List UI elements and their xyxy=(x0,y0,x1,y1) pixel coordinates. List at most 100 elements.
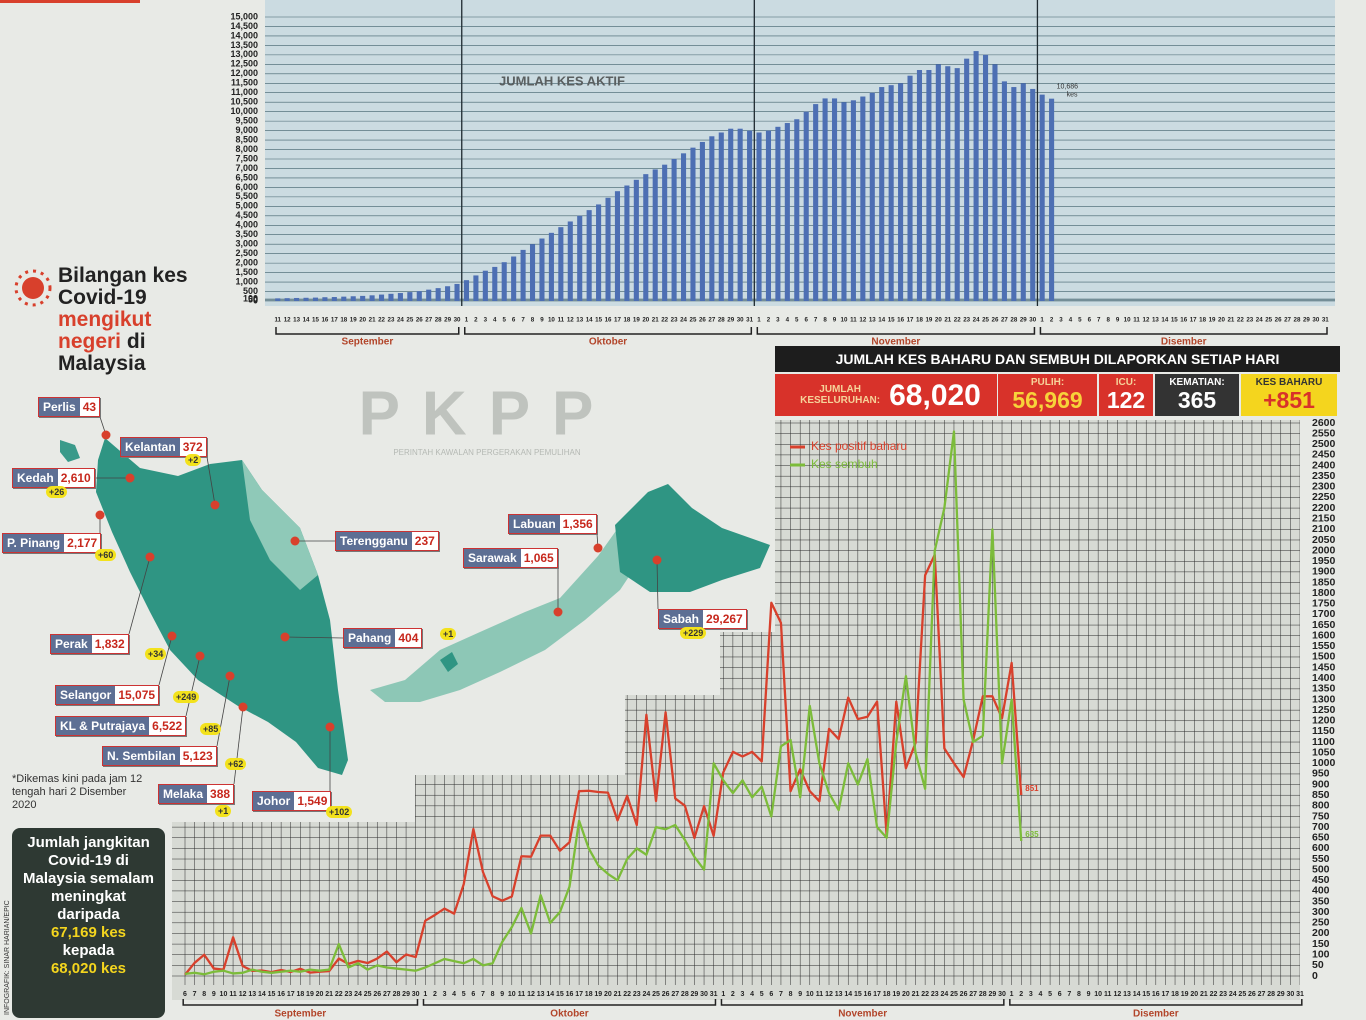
bar xyxy=(1011,87,1016,301)
bar xyxy=(841,102,846,301)
bar xyxy=(426,290,431,301)
x-tick-label: 21 xyxy=(614,991,622,998)
x-tick-label: 11 xyxy=(850,317,857,324)
x-tick-label: 14 xyxy=(1133,991,1141,998)
x-tick-label: 13 xyxy=(1152,317,1159,324)
x-tick-label: 12 xyxy=(1143,317,1150,324)
bar xyxy=(719,132,724,301)
y-tick-label: 1400 xyxy=(1312,672,1336,684)
bar xyxy=(728,129,733,301)
month-label: Oktober xyxy=(589,337,627,348)
y-tick-label: 50 xyxy=(1312,959,1324,971)
state-cases: 404 xyxy=(395,629,421,647)
deaths-value: 365 xyxy=(1178,388,1216,413)
y-tick-label: 6,000 xyxy=(235,182,258,192)
x-tick-label: 26 xyxy=(416,317,423,324)
state-marker xyxy=(291,537,300,546)
x-tick-label: 10 xyxy=(508,991,516,998)
x-tick-label: 29 xyxy=(402,991,410,998)
island xyxy=(60,440,80,462)
y-tick-label: 2000 xyxy=(1312,544,1336,556)
x-tick-label: 23 xyxy=(345,991,353,998)
x-tick-label: 14 xyxy=(258,991,266,998)
x-tick-label: 21 xyxy=(1200,991,1208,998)
bar xyxy=(690,148,695,301)
x-tick-label: 27 xyxy=(425,317,432,324)
x-tick-label: 11 xyxy=(558,317,565,324)
y-tick-label: 1950 xyxy=(1312,555,1336,567)
x-tick-label: 27 xyxy=(1258,991,1266,998)
x-tick-label: 7 xyxy=(1067,991,1071,998)
state-name: N. Sembilan xyxy=(103,747,180,765)
y-tick-label: 2250 xyxy=(1312,491,1336,503)
y-tick-label: 2200 xyxy=(1312,502,1336,514)
x-tick-label: 31 xyxy=(746,317,753,324)
x-tick-label: 18 xyxy=(623,317,630,324)
state-name: Perlis xyxy=(39,398,80,416)
state-marker xyxy=(146,553,155,562)
x-tick-label: 8 xyxy=(789,991,793,998)
bar xyxy=(1049,99,1054,301)
bar xyxy=(672,159,677,301)
x-tick-label: 16 xyxy=(566,991,574,998)
x-tick-label: 24 xyxy=(680,317,687,324)
y-tick-label: 10,000 xyxy=(230,106,258,116)
x-tick-label: 13 xyxy=(537,991,545,998)
y-tick-label: 2400 xyxy=(1312,459,1336,471)
bar xyxy=(907,76,912,301)
x-tick-label: 15 xyxy=(595,317,602,324)
y-tick-label: 10,500 xyxy=(230,97,258,107)
x-tick-label: 20 xyxy=(1218,317,1225,324)
x-tick-label: 15 xyxy=(888,317,895,324)
x-tick-label: 29 xyxy=(1277,991,1285,998)
x-tick-label: 26 xyxy=(1275,317,1282,324)
x-tick-label: 12 xyxy=(1113,991,1121,998)
state-marker xyxy=(196,652,205,661)
y-tick-label: 1350 xyxy=(1312,683,1336,695)
y-tick-label: 11,000 xyxy=(231,87,258,97)
bar xyxy=(539,239,544,301)
bar xyxy=(370,295,375,301)
bar xyxy=(624,186,629,301)
y-tick-label: 1100 xyxy=(1312,736,1335,748)
x-tick-label: 5 xyxy=(502,317,506,324)
x-tick-label: 24 xyxy=(1256,317,1263,324)
bar xyxy=(351,296,356,301)
state-label: Pahang404 xyxy=(343,628,422,648)
bar xyxy=(275,298,280,301)
bar xyxy=(926,70,931,301)
x-tick-label: 1 xyxy=(1040,317,1044,324)
charts: 0501005001,0001,5002,0002,5003,0003,5004… xyxy=(0,0,1366,1020)
y-tick-label: 250 xyxy=(1312,917,1330,929)
state-marker xyxy=(554,608,563,617)
icu-value: 122 xyxy=(1107,388,1145,413)
x-tick-label: 27 xyxy=(1001,317,1008,324)
bar xyxy=(464,280,469,301)
x-tick-label: 19 xyxy=(594,991,602,998)
bar xyxy=(445,286,450,301)
x-tick-label: 21 xyxy=(325,991,333,998)
x-tick-label: 10 xyxy=(806,991,814,998)
x-tick-label: 23 xyxy=(931,991,939,998)
y-tick-label: 2350 xyxy=(1312,470,1336,482)
bar xyxy=(313,298,318,301)
x-tick-label: 1 xyxy=(465,317,469,324)
state-cases: 1,356 xyxy=(560,515,596,533)
y-tick-label: 500 xyxy=(1312,863,1330,875)
x-tick-label: 9 xyxy=(833,317,837,324)
x-tick-label: 8 xyxy=(202,991,206,998)
bar xyxy=(945,66,950,301)
y-tick-label: 650 xyxy=(1312,832,1330,844)
x-tick-label: 16 xyxy=(864,991,872,998)
infographic: 0501005001,0001,5002,0002,5003,0003,5004… xyxy=(0,0,1366,1020)
x-tick-label: 12 xyxy=(284,317,291,324)
bar xyxy=(775,127,780,301)
y-tick-label: 1050 xyxy=(1312,746,1336,758)
x-tick-label: 20 xyxy=(359,317,366,324)
x-tick-label: 3 xyxy=(741,991,745,998)
state-name: Kelantan xyxy=(121,438,180,456)
state-name: Perak xyxy=(51,635,92,653)
x-tick-label: 26 xyxy=(699,317,706,324)
x-tick-label: 24 xyxy=(397,317,404,324)
x-tick-label: 8 xyxy=(491,991,495,998)
